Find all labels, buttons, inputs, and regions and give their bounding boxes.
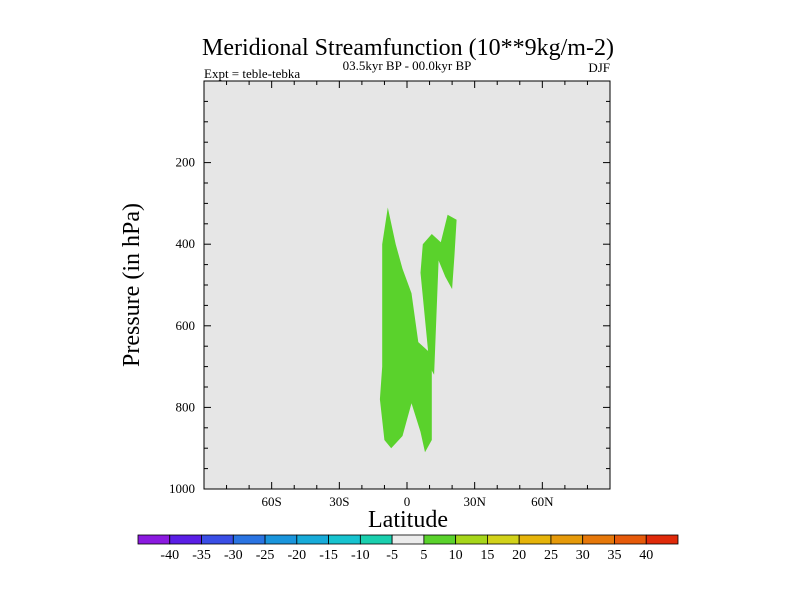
y-axis-label: Pressure (in hPa) bbox=[119, 203, 145, 367]
colorbar-swatch bbox=[169, 534, 202, 545]
colorbar-label: 10 bbox=[449, 548, 463, 563]
y-tick-label: 600 bbox=[176, 318, 196, 333]
colorbar-label: 40 bbox=[639, 548, 653, 563]
y-tick-label: 200 bbox=[176, 155, 196, 170]
colorbar-swatch bbox=[359, 534, 393, 545]
colorbar-label: 20 bbox=[512, 548, 526, 563]
colorbar-swatch bbox=[232, 534, 266, 545]
colorbar-label: -15 bbox=[319, 548, 338, 563]
x-tick-label: 30S bbox=[329, 494, 349, 509]
colorbar-swatch bbox=[614, 534, 647, 545]
x-tick-label: 30N bbox=[463, 494, 486, 509]
colorbar-swatch bbox=[296, 534, 329, 545]
colorbar-label: -30 bbox=[224, 548, 243, 563]
colorbar-swatch bbox=[518, 534, 552, 545]
y-tick-label: 1000 bbox=[169, 481, 195, 496]
colorbar-label: -10 bbox=[351, 548, 370, 563]
colorbar-label: -20 bbox=[287, 548, 306, 563]
subtitle-period: 03.5kyr BP - 00.0kyr BP bbox=[343, 58, 472, 73]
colorbar-label: 35 bbox=[607, 548, 621, 563]
colorbar: -40 -35 -30 -25 -20 -15 -10 -5 5 10 15 20 25 30 35 40 bbox=[137, 534, 679, 563]
positive-region-main bbox=[379, 207, 432, 453]
colorbar-label: 5 bbox=[420, 548, 427, 563]
colorbar-swatch bbox=[137, 534, 171, 545]
colorbar-swatch bbox=[582, 534, 615, 545]
colorbar-swatch bbox=[264, 534, 298, 545]
x-tick-label: 0 bbox=[404, 494, 411, 509]
colorbar-label: -40 bbox=[160, 548, 179, 563]
y-tick-label: 400 bbox=[176, 236, 196, 251]
colorbar-swatch bbox=[391, 534, 425, 545]
colorbar-label: 30 bbox=[576, 548, 590, 563]
x-tick-label: 60N bbox=[531, 494, 554, 509]
subtitle-experiment: Expt = teble-tebka bbox=[204, 66, 300, 81]
colorbar-label: 15 bbox=[480, 548, 494, 563]
x-tick-label: 60S bbox=[262, 494, 282, 509]
colorbar-swatch bbox=[455, 534, 488, 545]
colorbar-swatch bbox=[423, 534, 457, 545]
colorbar-swatch bbox=[201, 534, 234, 545]
colorbar-label: -25 bbox=[256, 548, 275, 563]
chart-title: Meridional Streamfunction (10**9kg/m-2) bbox=[202, 35, 614, 61]
colorbar-swatch bbox=[487, 534, 520, 545]
axis-ticks: 60S 30S 0 30N 60N 200 400 600 800 1000 bbox=[169, 81, 610, 509]
colorbar-label: -5 bbox=[386, 548, 398, 563]
colorbar-swatch bbox=[550, 534, 584, 545]
subtitle-season: DJF bbox=[588, 60, 610, 75]
x-axis-label: Latitude bbox=[368, 507, 448, 533]
y-tick-label: 800 bbox=[176, 399, 196, 414]
colorbar-swatch bbox=[328, 534, 361, 545]
colorbar-swatch bbox=[645, 534, 679, 545]
colorbar-label: 25 bbox=[544, 548, 558, 563]
contour-regions bbox=[379, 207, 457, 453]
positive-region-secondary bbox=[420, 214, 457, 375]
colorbar-label: -35 bbox=[192, 548, 211, 563]
